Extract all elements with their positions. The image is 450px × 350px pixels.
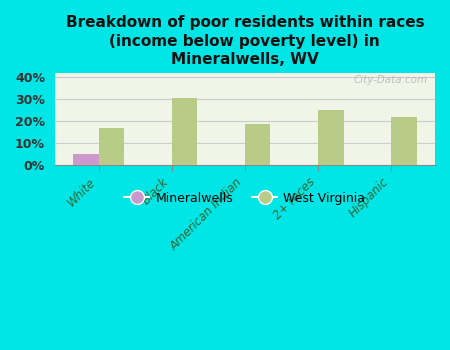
Title: Breakdown of poor residents within races
(income below poverty level) in
Mineral: Breakdown of poor residents within races… xyxy=(66,15,424,67)
Text: City-Data.com: City-Data.com xyxy=(353,75,428,85)
Legend: Mineralwells, West Virginia: Mineralwells, West Virginia xyxy=(119,187,370,210)
Bar xyxy=(245,124,270,165)
Bar xyxy=(99,128,124,165)
Bar xyxy=(391,117,417,165)
Bar xyxy=(318,110,344,165)
Bar xyxy=(172,98,198,165)
Bar xyxy=(73,154,99,165)
